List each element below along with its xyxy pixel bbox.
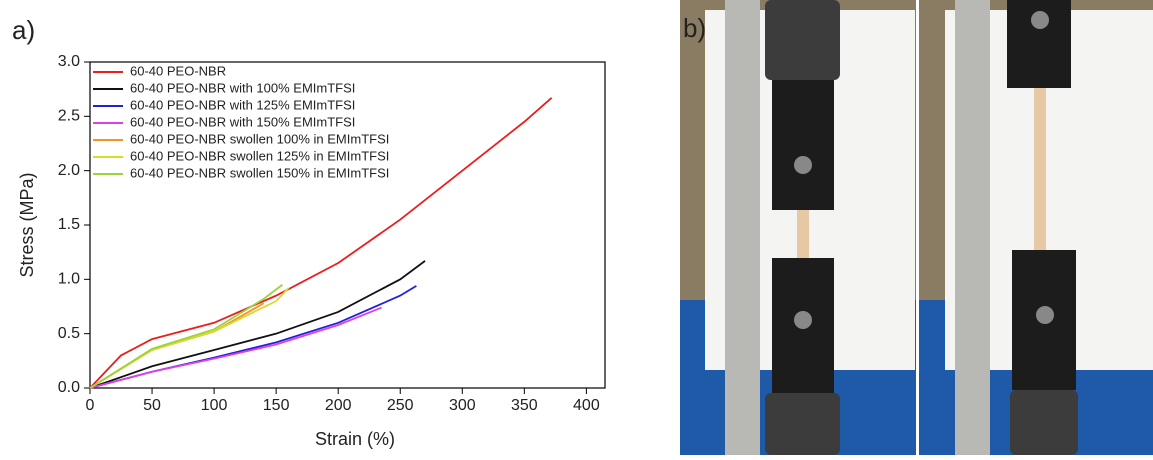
y-tick-label: 0.5 [58,325,80,342]
y-tick-label: 2.5 [58,108,80,125]
legend-label: 60-40 PEO-NBR with 100% EMImTFSI [130,80,355,95]
y-tick-label: 1.0 [58,271,80,288]
y-tick-label: 2.0 [58,162,80,179]
y-tick-label: 3.0 [58,53,80,70]
x-tick-label: 250 [387,397,414,414]
x-axis-label: Strain (%) [315,429,395,449]
series-line [89,284,283,389]
legend-label: 60-40 PEO-NBR swollen 125% in EMImTFSI [130,148,389,163]
series-line [89,285,417,389]
y-tick-label: 0.0 [58,379,80,396]
x-tick-label: 50 [143,397,161,414]
series-line [89,260,426,389]
series-line [89,306,382,389]
panel-label: a) [12,15,35,45]
x-tick-label: 200 [325,397,352,414]
panel-label: b) [683,13,706,43]
x-tick-label: 100 [201,397,228,414]
x-tick-label: 0 [86,397,95,414]
x-tick-label: 150 [263,397,290,414]
y-tick-label: 1.5 [58,216,80,233]
photo [680,0,1153,455]
x-tick-label: 400 [573,397,600,414]
legend-label: 60-40 PEO-NBR [130,63,226,78]
series-line [89,302,265,389]
x-tick-label: 350 [511,397,538,414]
series-line [89,97,553,389]
legend-label: 60-40 PEO-NBR with 125% EMImTFSI [130,97,355,112]
legend-label: 60-40 PEO-NBR with 150% EMImTFSI [130,114,355,129]
legend-label: 60-40 PEO-NBR swollen 100% in EMImTFSI [130,131,389,146]
y-axis-label: Stress (MPa) [17,172,37,277]
legend-label: 60-40 PEO-NBR swollen 150% in EMImTFSI [130,165,389,180]
x-tick-label: 300 [449,397,476,414]
